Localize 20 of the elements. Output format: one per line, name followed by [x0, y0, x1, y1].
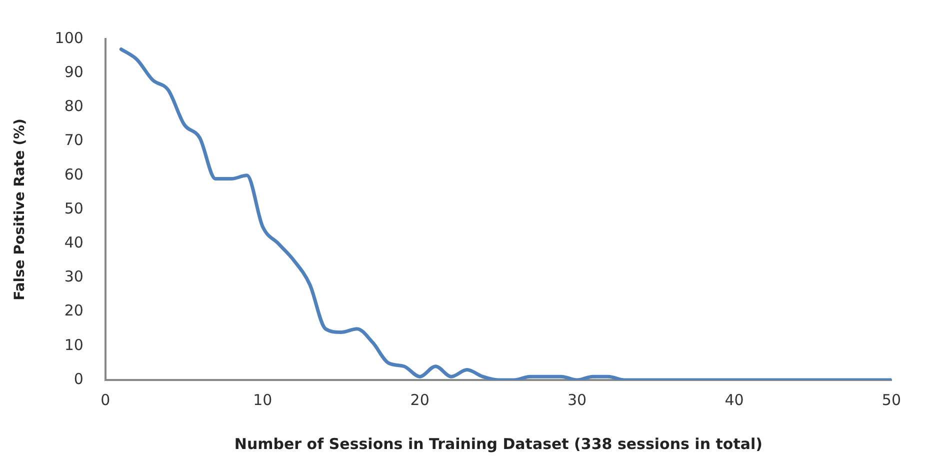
y-tick-label: 90: [64, 62, 84, 81]
y-axis-title: False Positive Rate (%): [12, 118, 28, 300]
y-tick-label: 40: [64, 233, 84, 252]
line-series: [119, 47, 892, 380]
y-tick-label: 70: [64, 131, 84, 150]
y-tick-label: 50: [64, 199, 84, 218]
x-tick-label: 30: [568, 390, 587, 409]
y-tick-label: 100: [54, 28, 84, 47]
x-axis-title: Number of Sessions in Training Dataset (338 sessions in total): [234, 434, 762, 453]
y-tick-label: 10: [64, 336, 84, 354]
x-tick-label: 0: [100, 390, 110, 409]
x-tick-label: 40: [724, 390, 744, 409]
y-tick-label: 30: [64, 268, 84, 286]
x-tick-label: 50: [882, 390, 902, 409]
y-tick-label: 20: [64, 302, 84, 320]
x-tick-label: 20: [410, 390, 430, 409]
y-tick-label: 80: [64, 97, 84, 116]
y-tick-label: 0: [74, 370, 84, 388]
y-tick-label: 60: [64, 165, 84, 184]
x-tick-label: 10: [253, 390, 272, 409]
